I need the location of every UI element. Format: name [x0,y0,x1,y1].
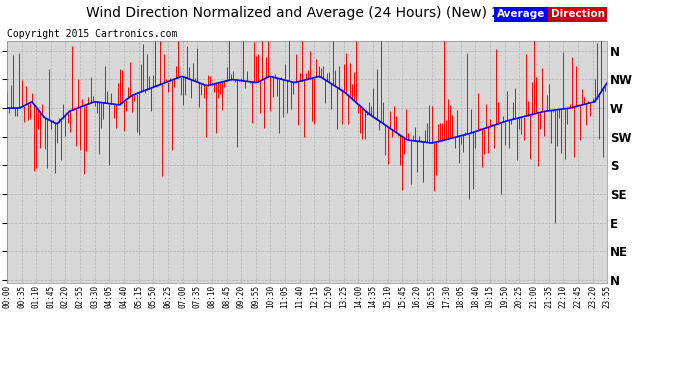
Text: 09:55: 09:55 [251,285,260,308]
Text: Wind Direction Normalized and Average (24 Hours) (New) 20151217: Wind Direction Normalized and Average (2… [86,6,562,20]
Text: 22:10: 22:10 [559,285,568,308]
Text: 07:00: 07:00 [178,285,187,308]
Text: 11:05: 11:05 [281,285,290,308]
Text: Direction: Direction [551,9,604,20]
Text: 03:30: 03:30 [90,285,99,308]
Text: 20:25: 20:25 [515,285,524,308]
Text: 16:20: 16:20 [413,285,422,308]
Text: 09:20: 09:20 [237,285,246,308]
Text: 10:30: 10:30 [266,285,275,308]
Text: 12:50: 12:50 [324,285,333,308]
Text: 21:00: 21:00 [529,285,538,308]
Text: 06:25: 06:25 [164,285,172,308]
Text: 00:35: 00:35 [17,285,26,308]
Text: 19:50: 19:50 [500,285,509,308]
Text: 23:20: 23:20 [588,285,597,308]
Text: 04:40: 04:40 [119,285,128,308]
Text: Average: Average [497,9,545,20]
Text: 14:35: 14:35 [368,285,377,308]
Text: 11:40: 11:40 [295,285,304,308]
Text: 02:20: 02:20 [61,285,70,308]
Text: 04:05: 04:05 [105,285,114,308]
Text: 05:50: 05:50 [149,285,158,308]
Text: 05:15: 05:15 [134,285,143,308]
Text: 14:00: 14:00 [354,285,363,308]
Text: 02:55: 02:55 [76,285,85,308]
Text: 01:10: 01:10 [32,285,41,308]
Text: Copyright 2015 Cartronics.com: Copyright 2015 Cartronics.com [7,29,177,39]
Text: 08:45: 08:45 [222,285,231,308]
Text: 13:25: 13:25 [339,285,348,308]
Text: 01:45: 01:45 [46,285,55,308]
Text: 00:00: 00:00 [2,285,12,308]
Text: 12:15: 12:15 [310,285,319,308]
Text: 15:45: 15:45 [397,285,406,308]
Text: 07:35: 07:35 [193,285,201,308]
Text: 16:55: 16:55 [427,285,436,308]
Text: 17:30: 17:30 [442,285,451,308]
Text: 23:55: 23:55 [602,285,612,308]
Text: 19:15: 19:15 [486,285,495,308]
Text: 21:35: 21:35 [544,285,553,308]
Text: 18:40: 18:40 [471,285,480,308]
Text: 18:05: 18:05 [456,285,465,308]
Text: 15:10: 15:10 [383,285,392,308]
Text: 08:10: 08:10 [208,285,217,308]
Text: 22:45: 22:45 [573,285,582,308]
